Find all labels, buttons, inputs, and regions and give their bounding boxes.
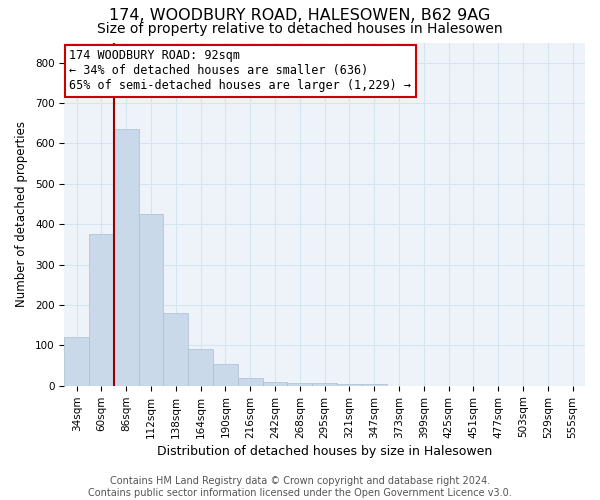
Y-axis label: Number of detached properties: Number of detached properties — [15, 121, 28, 307]
Bar — [114, 130, 139, 386]
Text: 174 WOODBURY ROAD: 92sqm
← 34% of detached houses are smaller (636)
65% of semi-: 174 WOODBURY ROAD: 92sqm ← 34% of detach… — [70, 50, 412, 92]
Bar — [89, 234, 114, 386]
Bar — [287, 383, 312, 386]
Bar — [139, 214, 163, 386]
Bar — [263, 382, 287, 386]
Bar — [238, 378, 263, 386]
Bar — [213, 364, 238, 386]
Text: 174, WOODBURY ROAD, HALESOWEN, B62 9AG: 174, WOODBURY ROAD, HALESOWEN, B62 9AG — [109, 8, 491, 22]
Bar — [362, 384, 386, 386]
Bar — [312, 383, 337, 386]
X-axis label: Distribution of detached houses by size in Halesowen: Distribution of detached houses by size … — [157, 444, 492, 458]
Bar — [337, 384, 362, 386]
Bar — [64, 338, 89, 386]
Bar — [163, 313, 188, 386]
Bar — [188, 350, 213, 386]
Text: Size of property relative to detached houses in Halesowen: Size of property relative to detached ho… — [97, 22, 503, 36]
Text: Contains HM Land Registry data © Crown copyright and database right 2024.
Contai: Contains HM Land Registry data © Crown c… — [88, 476, 512, 498]
